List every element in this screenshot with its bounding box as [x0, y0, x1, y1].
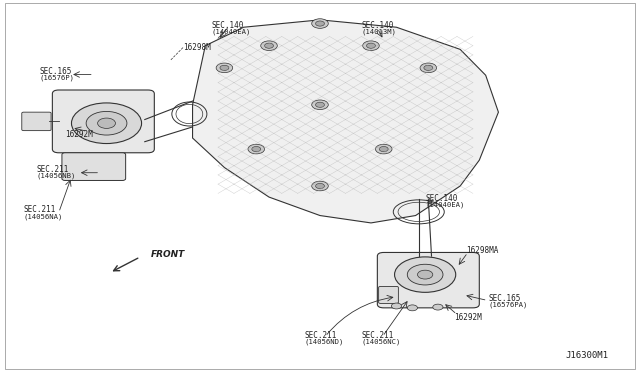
Circle shape — [86, 112, 127, 135]
Circle shape — [312, 100, 328, 110]
Text: 16298M: 16298M — [183, 43, 211, 52]
Circle shape — [260, 41, 277, 51]
Text: J16300M1: J16300M1 — [565, 351, 609, 360]
Text: 16292M: 16292M — [454, 312, 481, 321]
Text: (14056NB): (14056NB) — [36, 172, 76, 179]
Circle shape — [220, 65, 229, 70]
Circle shape — [216, 63, 233, 73]
Text: SEC.211: SEC.211 — [24, 205, 56, 215]
Circle shape — [380, 147, 388, 152]
Circle shape — [394, 257, 456, 292]
FancyBboxPatch shape — [52, 90, 154, 153]
Circle shape — [367, 43, 376, 48]
Text: (16576P): (16576P) — [40, 74, 75, 81]
Text: (14040EA): (14040EA) — [212, 28, 251, 35]
Text: SEC.211: SEC.211 — [304, 331, 337, 340]
Text: SEC.140: SEC.140 — [212, 21, 244, 30]
FancyBboxPatch shape — [378, 253, 479, 308]
Circle shape — [72, 103, 141, 144]
Text: (14040EA): (14040EA) — [425, 202, 465, 208]
Circle shape — [376, 144, 392, 154]
Circle shape — [98, 118, 115, 128]
Circle shape — [252, 147, 260, 152]
Circle shape — [433, 304, 443, 310]
Text: SEC.211: SEC.211 — [36, 165, 69, 174]
Text: SEC.211: SEC.211 — [362, 331, 394, 340]
Text: SEC.165: SEC.165 — [489, 294, 521, 303]
Text: SEC.140: SEC.140 — [362, 21, 394, 30]
Circle shape — [407, 305, 417, 311]
Circle shape — [316, 183, 324, 189]
Circle shape — [248, 144, 264, 154]
Text: FRONT: FRONT — [151, 250, 186, 259]
Text: 16298MA: 16298MA — [467, 246, 499, 255]
FancyBboxPatch shape — [62, 153, 125, 180]
Text: (14056ND): (14056ND) — [304, 339, 344, 345]
Circle shape — [407, 264, 443, 285]
Circle shape — [392, 303, 401, 309]
Circle shape — [316, 21, 324, 26]
Text: (14056NA): (14056NA) — [24, 213, 63, 219]
Circle shape — [312, 19, 328, 28]
Circle shape — [424, 65, 433, 70]
Text: SEC.165: SEC.165 — [40, 67, 72, 76]
Text: 16292M: 16292M — [65, 130, 93, 139]
Text: (14013M): (14013M) — [362, 28, 396, 35]
Circle shape — [312, 181, 328, 191]
Circle shape — [363, 41, 380, 51]
Circle shape — [316, 102, 324, 108]
Circle shape — [417, 270, 433, 279]
Polygon shape — [193, 20, 499, 223]
Text: (14056NC): (14056NC) — [362, 339, 401, 345]
Text: SEC.140: SEC.140 — [425, 195, 458, 203]
Circle shape — [420, 63, 436, 73]
Circle shape — [264, 43, 273, 48]
FancyBboxPatch shape — [22, 112, 51, 131]
FancyBboxPatch shape — [379, 286, 398, 304]
Text: (16576PA): (16576PA) — [489, 302, 528, 308]
